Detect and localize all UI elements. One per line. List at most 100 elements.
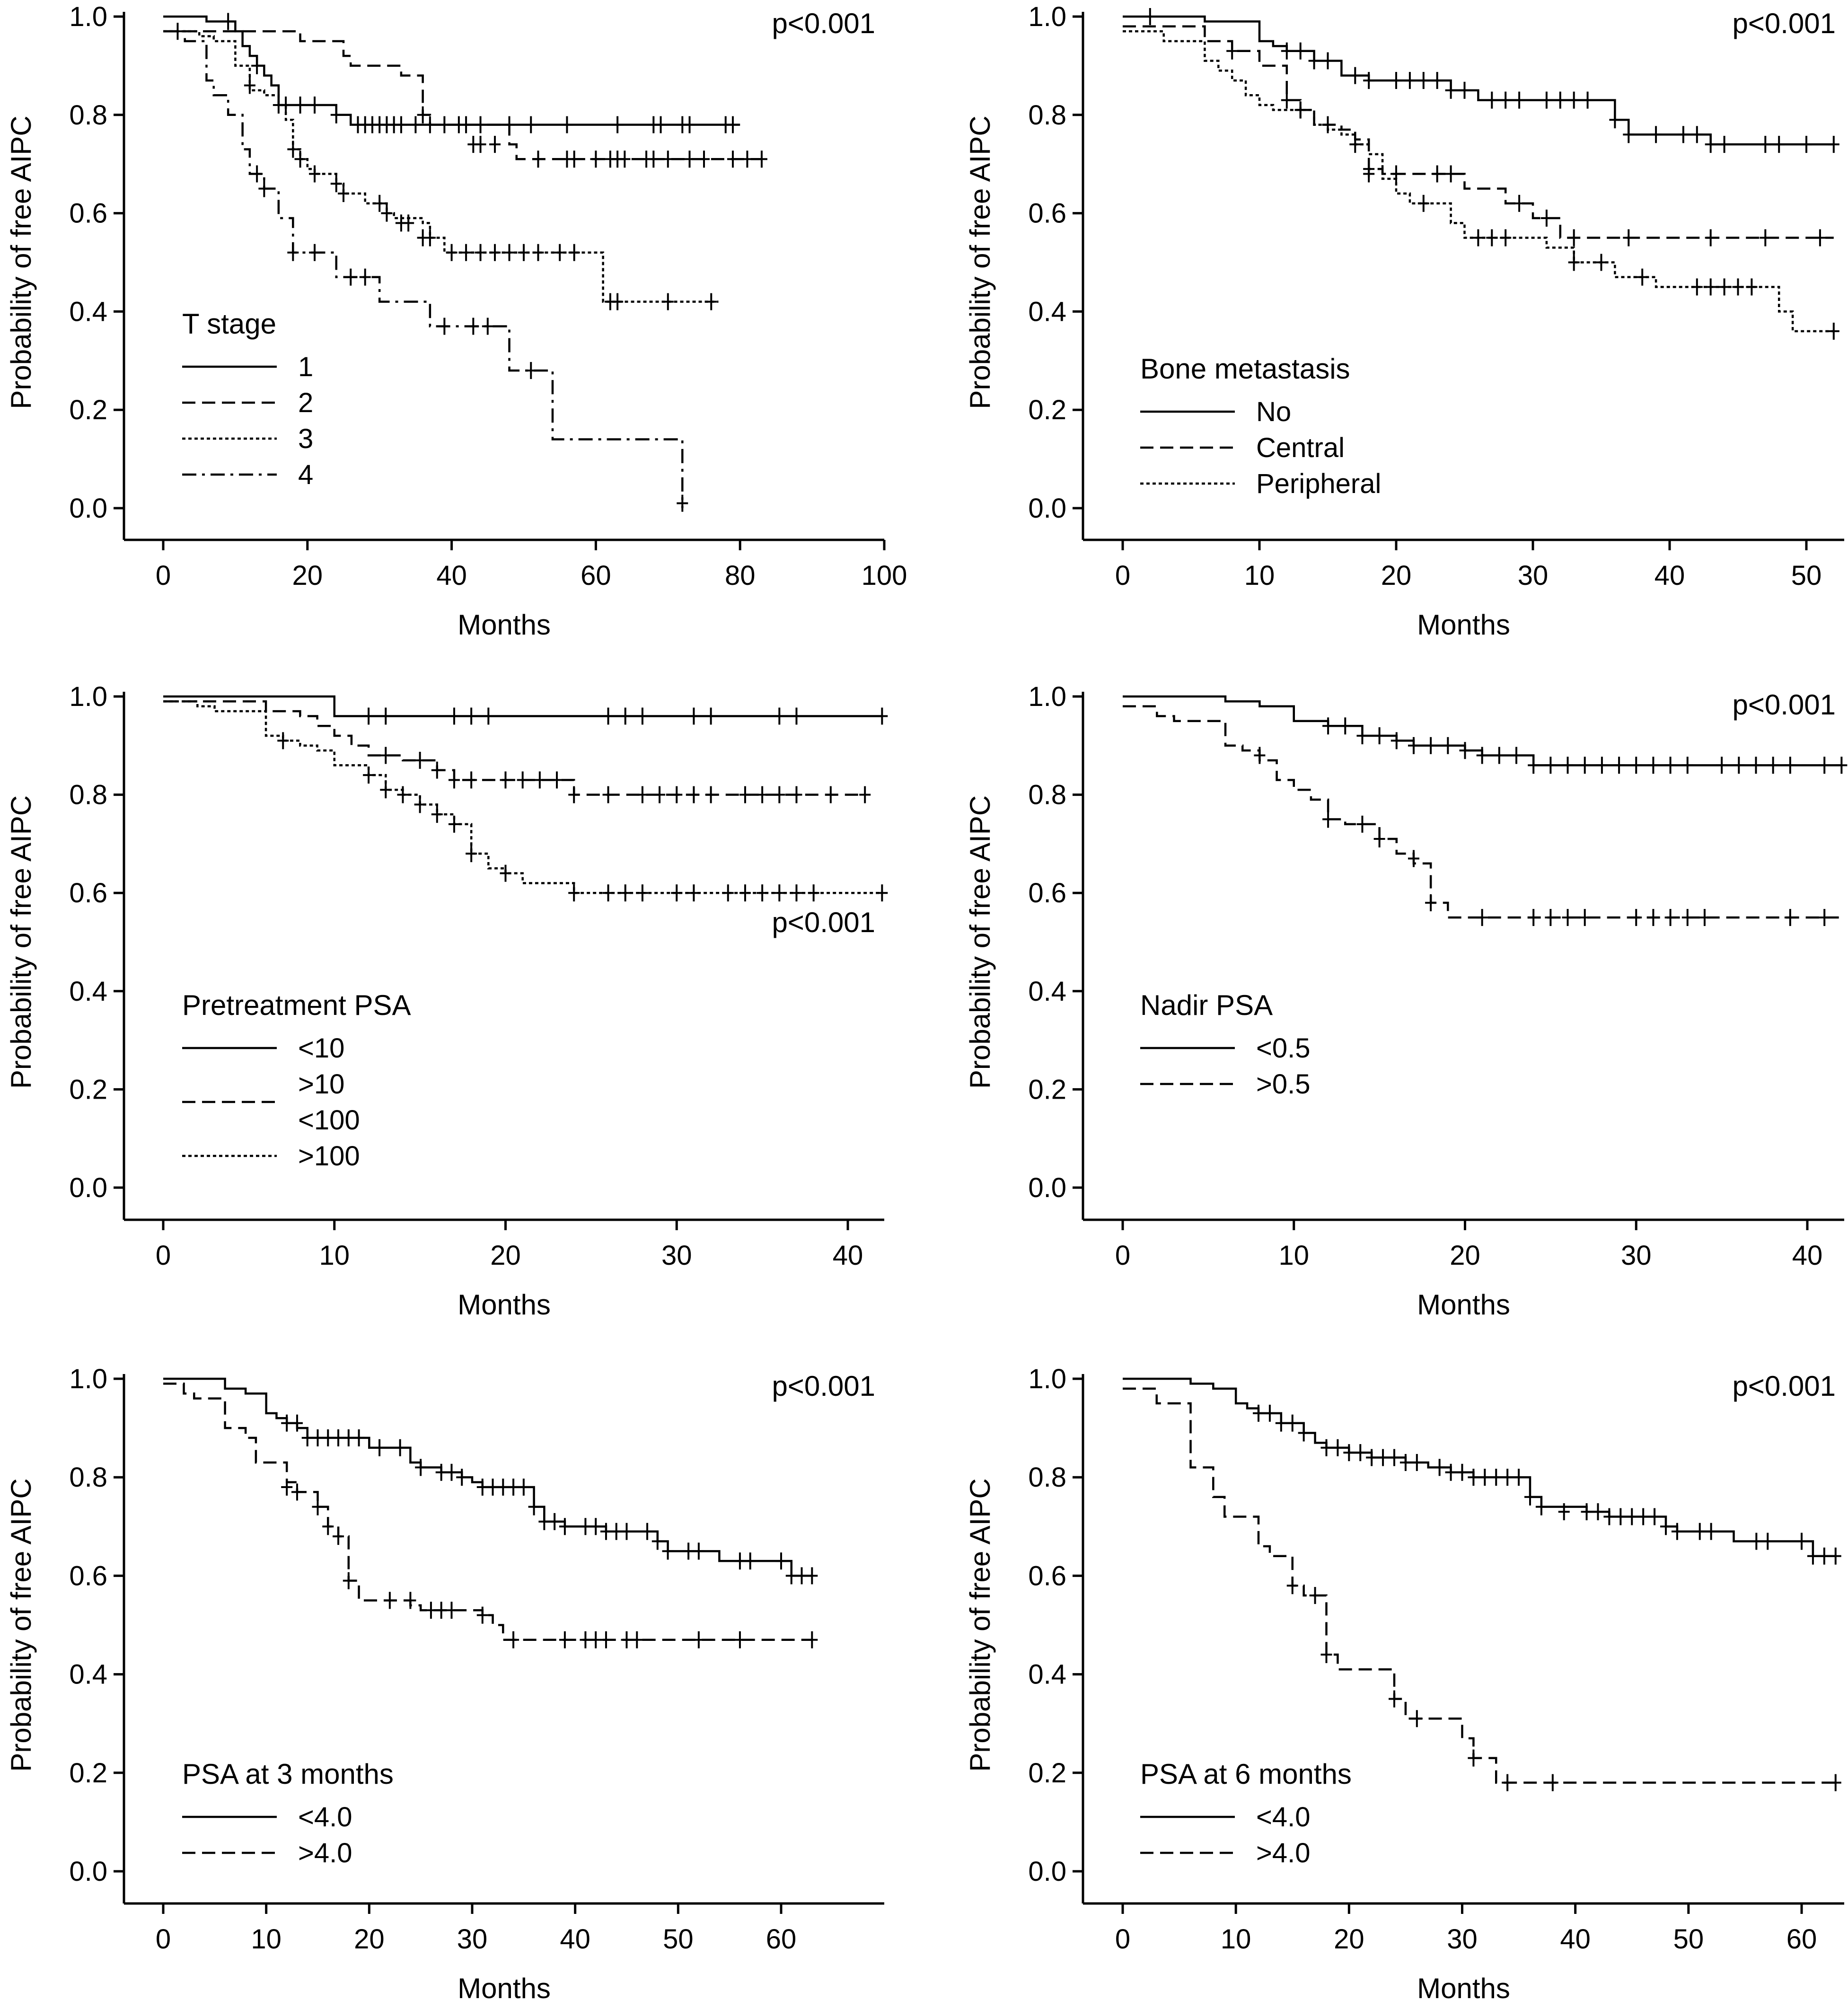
y-axis-label: Probability of free AIPC [5,795,37,1089]
x-tick-label: 0 [156,1240,171,1271]
y-tick-label: 0.6 [69,878,107,908]
y-tick-label: 1.0 [69,1364,107,1394]
p-value-annotation: p<0.001 [772,8,875,39]
x-tick-label: 20 [490,1240,521,1271]
p-value-annotation: p<0.001 [1732,8,1836,39]
y-tick-label: 0.6 [69,1560,107,1591]
legend-label: <10 [298,1033,344,1064]
km-curve--4-0 [163,1383,812,1641]
x-tick-label: 30 [1621,1240,1652,1271]
y-tick-label: 0.0 [1028,1856,1066,1887]
y-tick-label: 0.2 [1028,1074,1066,1105]
x-tick-label: 60 [766,1924,797,1955]
legend-label: <100 [298,1105,360,1136]
y-tick-label: 0.0 [1028,1172,1066,1203]
x-axis-label: Months [458,1289,551,1321]
km-curve--4-0 [1123,1377,1836,1558]
legend-title: T stage [182,308,276,340]
legend-label: <4.0 [298,1802,352,1833]
x-tick-label: 0 [1115,1924,1130,1955]
y-tick-label: 0.2 [1028,395,1066,425]
y-tick-label: 0.6 [1028,198,1066,229]
x-axis-label: Months [458,1973,551,2000]
y-tick-label: 0.0 [69,493,107,524]
y-tick-label: 1.0 [69,1,107,32]
legend: Bone metastasis No Central Peripheral [1140,353,1381,499]
y-tick-label: 0.4 [69,296,107,327]
x-axis-label: Months [1417,1973,1510,2000]
x-tick-label: 0 [156,560,171,591]
km-curve--0-5 [1123,705,1842,919]
legend-label: <0.5 [1256,1033,1311,1064]
x-tick-label: 100 [862,560,907,591]
legend-title: Nadir PSA [1140,989,1273,1021]
p-value-annotation: p<0.001 [772,907,875,938]
km-curve-2 [163,30,762,160]
x-tick-label: 30 [457,1924,488,1955]
x-axis-label: Months [1417,609,1510,641]
x-tick-label: 40 [833,1240,863,1271]
km-panel-2: 0.0 0.2 0.4 0.6 0.8 1.0 0 10 20 30 40 50 Months Proba… [964,1,1844,641]
y-tick-label: 0.6 [1028,1560,1066,1591]
y-tick-label: 1.0 [1028,1,1066,32]
x-tick-label: 30 [661,1240,692,1271]
x-tick-label: 20 [1381,560,1412,591]
x-tick-label: 20 [1334,1924,1364,1955]
y-tick-label: 0.8 [1028,100,1066,131]
legend-label: <4.0 [1256,1802,1311,1833]
x-tick-label: 50 [1673,1924,1704,1955]
y-tick-label: 0.2 [1028,1758,1066,1789]
x-tick-label: 50 [1791,560,1822,591]
y-axis-label: Probability of free AIPC [964,115,996,409]
x-tick-label: 20 [292,560,323,591]
y-tick-label: 0.8 [69,780,107,811]
y-tick-label: 0.4 [1028,1659,1066,1690]
x-tick-label: 10 [251,1924,282,1955]
x-tick-label: 40 [1792,1240,1823,1271]
x-tick-label: 0 [1115,560,1130,591]
y-tick-label: 0.4 [1028,976,1066,1007]
x-tick-label: 0 [156,1924,171,1955]
x-tick-label: 60 [1786,1924,1817,1955]
y-tick-label: 1.0 [1028,1364,1066,1394]
legend: PSA at 3 months <4.0 >4.0 [182,1758,394,1868]
y-tick-label: 0.0 [69,1856,107,1887]
x-tick-label: 10 [1278,1240,1309,1271]
legend-title: PSA at 3 months [182,1758,394,1790]
legend-label: 2 [298,388,313,418]
y-tick-label: 0.4 [69,1659,107,1690]
x-tick-label: 10 [1221,1924,1251,1955]
km-panel-3: 0.0 0.2 0.4 0.6 0.8 1.0 0 10 20 30 40 Months Probabi… [5,681,888,1321]
p-value-annotation: p<0.001 [1732,689,1836,721]
km-curve-peripheral [1123,30,1834,333]
x-tick-label: 50 [663,1924,694,1955]
y-tick-label: 0.8 [69,100,107,131]
x-tick-label: 40 [560,1924,590,1955]
x-tick-label: 40 [436,560,467,591]
x-tick-label: 80 [725,560,756,591]
km-curve-central [1123,25,1834,239]
y-tick-label: 0.2 [69,1758,107,1789]
y-axis-label: Probability of free AIPC [964,795,996,1089]
x-tick-label: 0 [1115,1240,1130,1271]
legend-label: >100 [298,1141,360,1172]
y-tick-label: 0.2 [69,395,107,425]
y-tick-label: 0.4 [69,976,107,1007]
legend-label: >4.0 [298,1838,352,1868]
km-panel-6: 0.0 0.2 0.4 0.6 0.8 1.0 0 10 20 30 40 50 60 Months Pro… [964,1364,1844,2000]
km-curve--10 [163,695,882,717]
y-tick-label: 0.8 [1028,780,1066,811]
km-curve-3 [163,30,719,303]
y-tick-label: 1.0 [1028,681,1066,712]
y-axis-label: Probability of free AIPC [964,1478,996,1771]
legend-label: 3 [298,423,313,454]
x-tick-label: 30 [1518,560,1549,591]
km-panel-4: 0.0 0.2 0.4 0.6 0.8 1.0 0 10 20 30 40 Months Probabi… [964,681,1848,1321]
y-axis-label: Probability of free AIPC [5,1478,37,1771]
x-tick-label: 20 [354,1924,385,1955]
x-axis-label: Months [1417,1289,1510,1321]
legend-label: 4 [298,459,313,490]
y-tick-label: 0.8 [1028,1462,1066,1493]
legend-label: Peripheral [1256,468,1381,499]
legend-title: Bone metastasis [1140,353,1350,385]
